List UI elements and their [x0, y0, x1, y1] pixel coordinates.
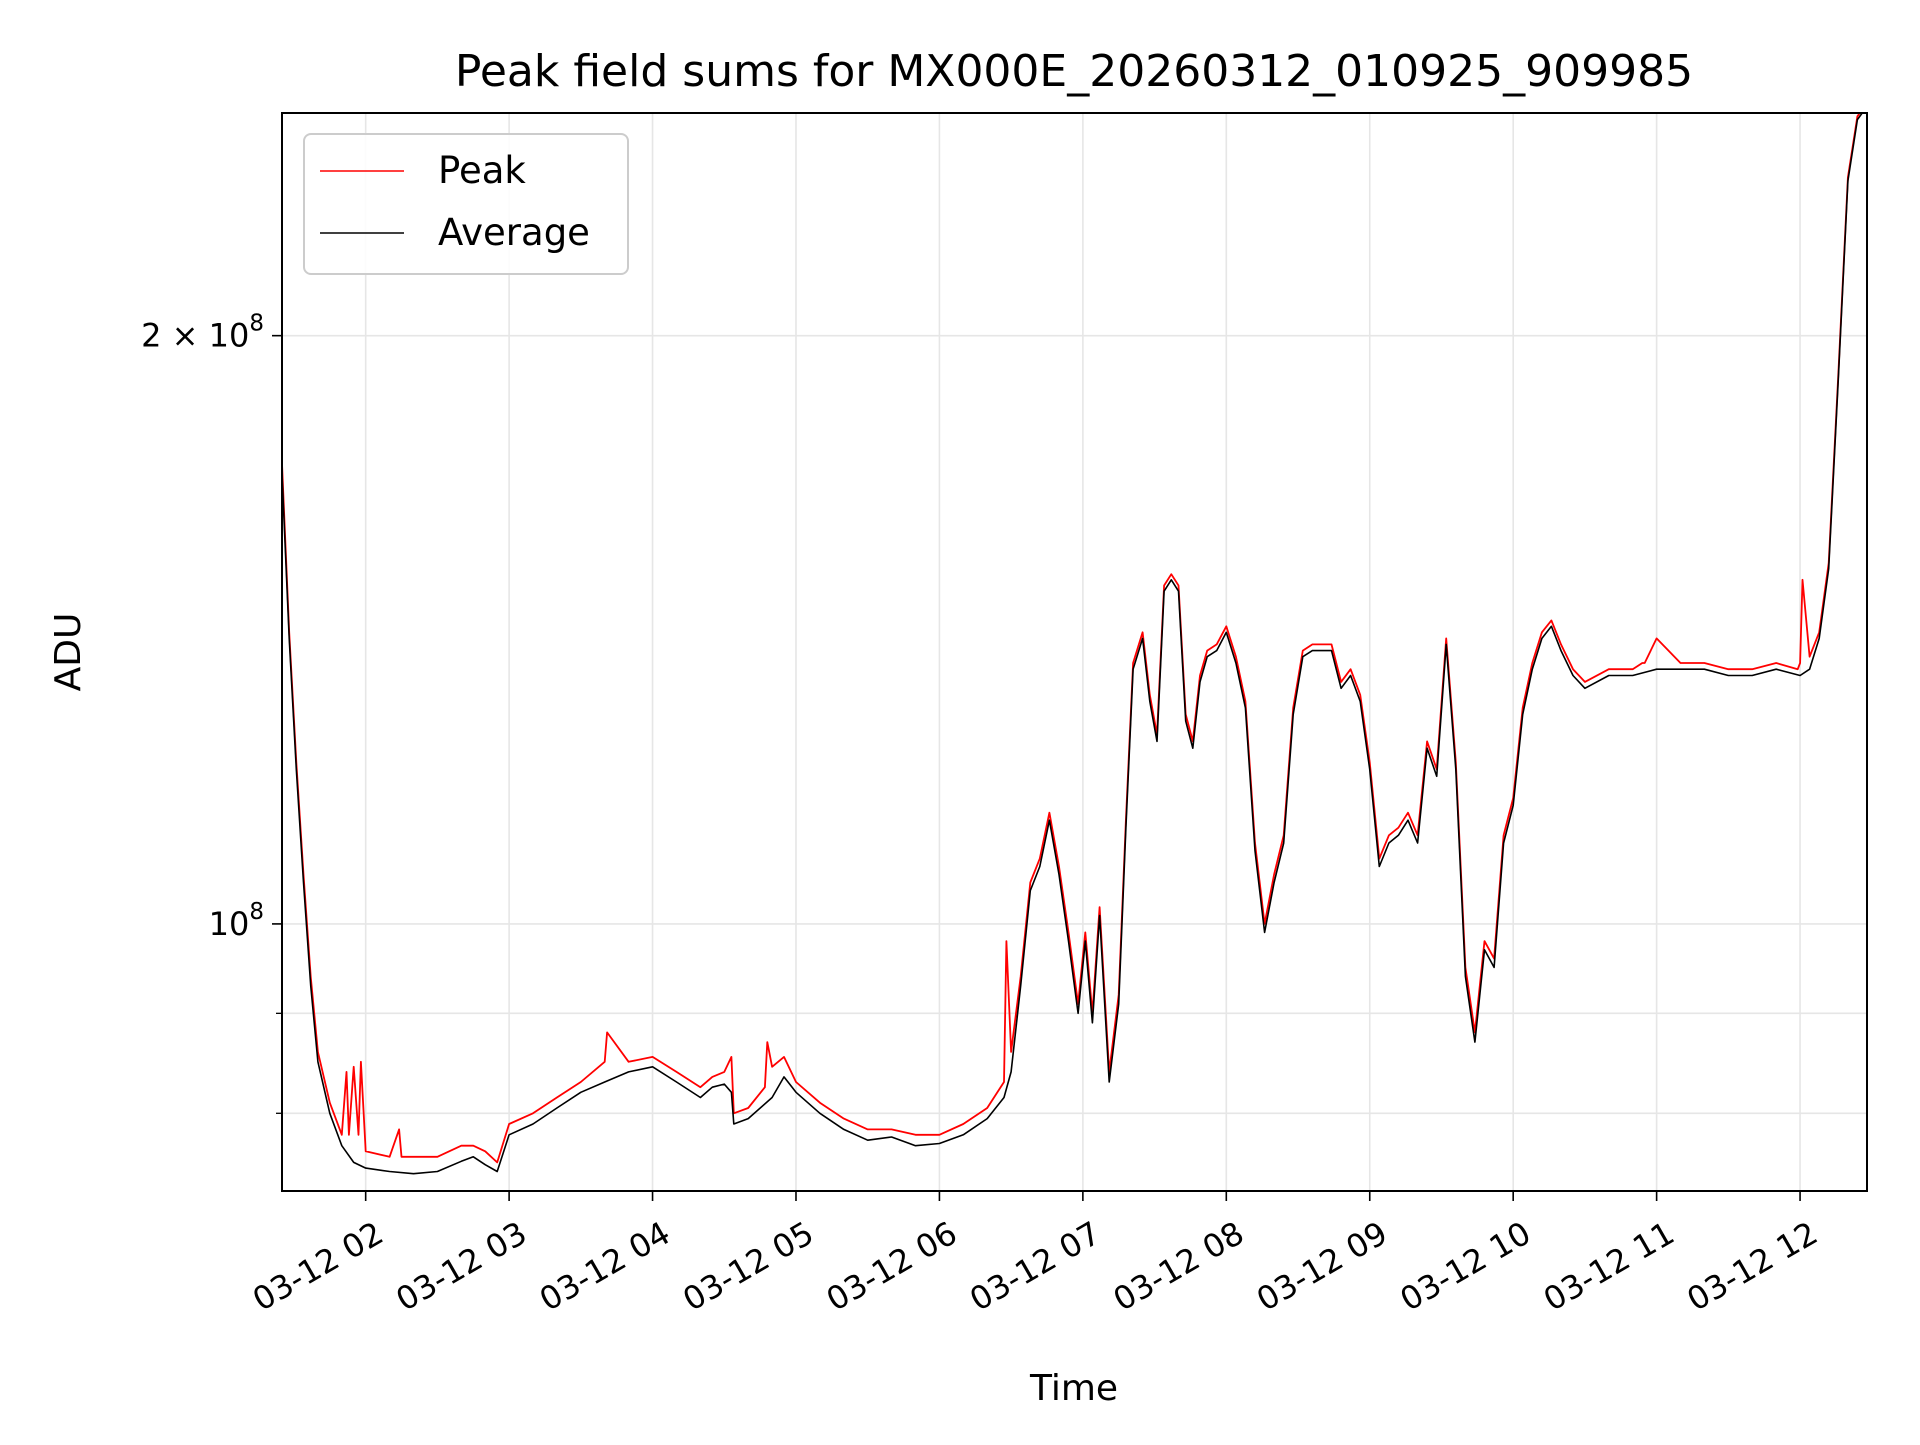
legend-peak-label: Peak: [438, 149, 526, 192]
y-axis: 108 2 × 108: [141, 311, 282, 1114]
y-tick-label: 108: [209, 899, 264, 943]
legend-average-label: Average: [438, 211, 590, 254]
chart-title: Peak field sums for MX000E_20260312_0109…: [455, 46, 1693, 97]
legend: Peak Average: [303, 133, 629, 275]
x-axis-label: Time: [1029, 1368, 1118, 1409]
legend-box: [303, 133, 629, 275]
series-layer: [282, 113, 1864, 1175]
y-axis-label: ADU: [48, 613, 89, 692]
y-tick-label: 2 × 108: [141, 311, 264, 355]
series-line-average: [282, 113, 1864, 1175]
grid-layer: [282, 113, 1867, 1191]
plot-frame: [281, 112, 1868, 1192]
series-line-peak: [282, 113, 1861, 1164]
